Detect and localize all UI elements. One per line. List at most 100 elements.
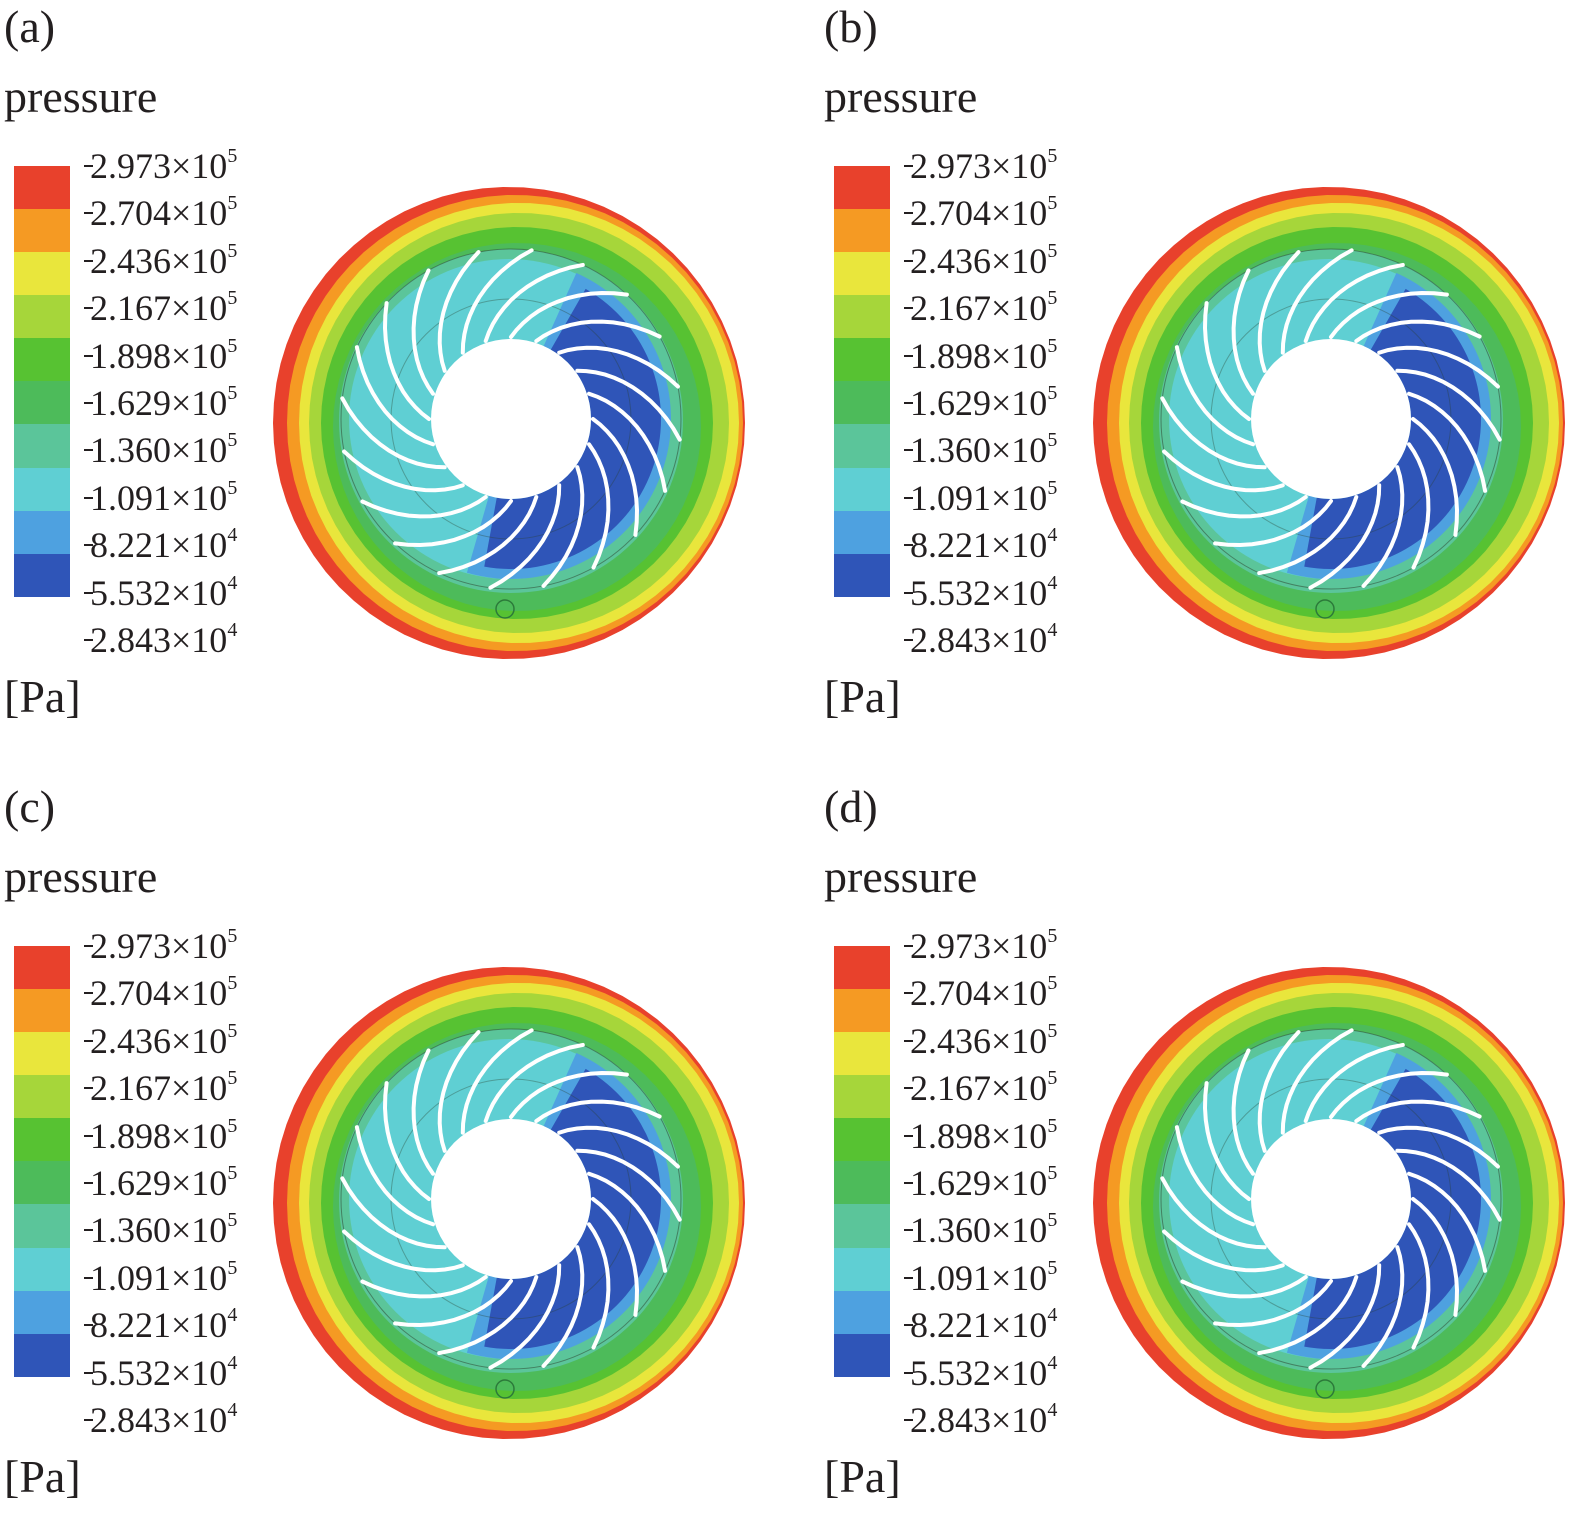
- legend-tick-label: 2.436×105: [910, 1019, 1058, 1061]
- legend-tick-label: 8.221×104: [910, 524, 1058, 566]
- panel-b: (b) pressure 2.973×105 2.704×105 2.436×105…: [820, 0, 1575, 756]
- legend-swatch: [834, 989, 890, 1033]
- legend-tick-label: 2.843×104: [90, 619, 238, 660]
- impeller-blade: [1407, 391, 1488, 493]
- legend-swatch: [14, 553, 70, 597]
- impeller-blade: [460, 1028, 534, 1135]
- legend-tick-label: 2.704×105: [910, 192, 1058, 234]
- impeller-blade: [1308, 1263, 1382, 1370]
- impeller-blade: [1407, 1222, 1431, 1350]
- impeller-blade: [393, 499, 513, 548]
- impeller-blade: [575, 368, 682, 442]
- monitor-point-marker: [1315, 1379, 1335, 1399]
- legend-tick-label: 1.898×105: [90, 334, 238, 376]
- legend-tick: [904, 1276, 913, 1279]
- legend-tick: [904, 1229, 913, 1232]
- legend-tick: [84, 1039, 93, 1042]
- legend-tick-label: 1.091×105: [90, 476, 238, 518]
- impeller-blade: [575, 1148, 682, 1222]
- legend-tick: [904, 992, 913, 995]
- legend-tick-label: 1.898×105: [910, 1114, 1058, 1156]
- impeller-blade: [1174, 345, 1255, 447]
- impeller-blade: [1329, 1070, 1449, 1119]
- legend-tick-label: 8.221×104: [90, 524, 238, 566]
- legend-swatch: [834, 209, 890, 253]
- legend-swatch: [834, 1161, 890, 1205]
- impeller-blade: [1354, 1099, 1482, 1123]
- legend-tick: [84, 259, 93, 262]
- impeller-blade: [1257, 250, 1301, 373]
- legend-tick-label: 1.629×105: [910, 382, 1058, 423]
- legend-swatch: [14, 1290, 70, 1334]
- impeller-blade: [1361, 465, 1405, 588]
- legend-tick: [904, 1419, 913, 1421]
- legend-tick-label: 2.436×105: [910, 239, 1058, 281]
- monitor-point-marker: [495, 1379, 515, 1399]
- legend-tick: [904, 1039, 913, 1042]
- impeller-pressure-contour: [1093, 967, 1565, 1439]
- impeller-blade: [1202, 301, 1251, 421]
- impeller-blade: [342, 1229, 465, 1273]
- impeller-blade: [1329, 290, 1449, 339]
- legend-tick: [84, 1087, 93, 1090]
- impeller-blade: [382, 301, 431, 421]
- low-pressure-zone-core: [484, 1068, 661, 1349]
- legend-swatch: [14, 209, 70, 253]
- legend-tick: [84, 544, 93, 547]
- impeller-blade: [509, 290, 629, 339]
- impeller-blade: [587, 442, 611, 570]
- impeller-blade: [1280, 248, 1354, 355]
- impeller-blade: [1308, 483, 1382, 590]
- quantity-label: pressure: [4, 71, 158, 122]
- legend-swatch: [14, 1247, 70, 1291]
- legend-tick: [84, 1182, 93, 1184]
- panel-a: (a) pressure 2.973×105 2.704×105 2.436×105…: [0, 0, 787, 756]
- impeller-rim: [1160, 1028, 1502, 1370]
- impeller-blade: [1377, 1125, 1500, 1169]
- legend-tick: [904, 1371, 913, 1374]
- legend-swatch: [14, 1333, 70, 1377]
- legend-swatch: [834, 946, 890, 990]
- impeller-blade: [1257, 1275, 1359, 1356]
- legend-tick-label: 1.360×105: [910, 1209, 1058, 1251]
- legend-tick: [904, 165, 913, 167]
- impeller-pressure-contour: [273, 187, 745, 659]
- impeller-blade: [488, 483, 562, 590]
- impeller-blade: [1162, 449, 1285, 493]
- color-legend: 2.973×105 2.704×105 2.436×105 2.167×105 1.89…: [834, 926, 1057, 1438]
- impeller-blade: [437, 495, 539, 576]
- legend-tick: [904, 496, 913, 499]
- legend-tick: [84, 402, 93, 404]
- legend-swatch: [14, 1118, 70, 1162]
- legend-tick-label: 1.629×105: [90, 1162, 238, 1203]
- panel-label: (a): [4, 1, 56, 52]
- legend-swatch: [14, 510, 70, 554]
- legend-tick: [904, 639, 913, 641]
- legend-swatch: [834, 553, 890, 597]
- impeller-hub-hole: [431, 1119, 591, 1279]
- legend-tick-label: 2.167×105: [910, 287, 1058, 329]
- impeller-blade: [587, 1171, 668, 1273]
- impeller-blade: [587, 391, 668, 493]
- unit-label: [Pa]: [824, 671, 901, 722]
- impeller-pressure-contour: [273, 967, 745, 1439]
- legend-tick-label: 1.091×105: [910, 476, 1058, 518]
- legend-swatch: [14, 1204, 70, 1248]
- legend-tick: [84, 1276, 93, 1279]
- impeller-blade: [541, 1245, 585, 1368]
- panel-label: (d): [824, 781, 878, 832]
- impeller-blade: [354, 345, 435, 447]
- legend-tick: [84, 1229, 93, 1232]
- impeller-blade: [1180, 495, 1308, 519]
- legend-tick: [904, 449, 913, 452]
- legend-swatch: [834, 338, 890, 382]
- impeller-blade: [1354, 319, 1482, 343]
- impeller-blade: [1303, 1042, 1405, 1123]
- impeller-blade: [488, 1263, 562, 1370]
- impeller-blade: [382, 1081, 431, 1201]
- legend-swatch: [834, 510, 890, 554]
- legend-tick-label: 8.221×104: [90, 1304, 238, 1346]
- legend-tick-label: 1.629×105: [910, 1162, 1058, 1203]
- legend-tick-label: 2.843×104: [910, 1399, 1058, 1440]
- legend-tick: [904, 1134, 913, 1137]
